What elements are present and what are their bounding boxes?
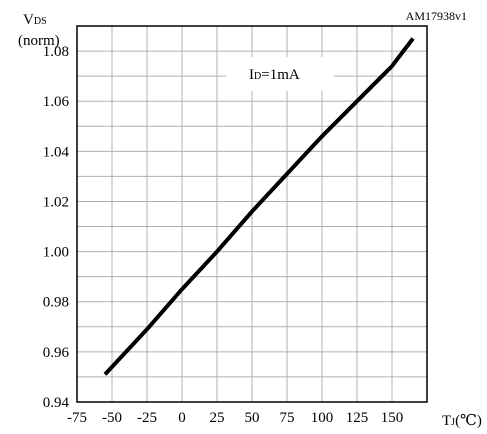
y-tick-label: 1.06 bbox=[43, 94, 70, 110]
y-tick-label: 0.94 bbox=[43, 395, 70, 411]
x-axis-label-main: T bbox=[442, 413, 451, 429]
y-tick-label: 1.02 bbox=[43, 194, 69, 210]
x-axis-label-unit: (℃) bbox=[455, 413, 482, 429]
x-tick-label: 75 bbox=[280, 410, 295, 426]
x-tick-label: 100 bbox=[311, 410, 334, 426]
y-tick-label: 1.00 bbox=[43, 245, 69, 261]
annotation: ID=1mA bbox=[226, 57, 334, 91]
y-tick-label: 1.04 bbox=[43, 144, 70, 160]
y-axis-label-sub: DS bbox=[34, 16, 47, 27]
annotation-value: =1mA bbox=[261, 67, 300, 83]
y-axis-label-main: V bbox=[23, 12, 34, 28]
y-tick-label: 0.96 bbox=[43, 345, 70, 361]
x-tick-label: -75 bbox=[67, 410, 87, 426]
x-tick-label: 150 bbox=[381, 410, 404, 426]
annotation-sub: D bbox=[254, 71, 261, 82]
x-tick-label: 125 bbox=[346, 410, 369, 426]
x-tick-label: 25 bbox=[210, 410, 225, 426]
x-tick-label: -25 bbox=[137, 410, 157, 426]
figure-id: AM17938v1 bbox=[406, 9, 467, 23]
x-tick-label: 0 bbox=[178, 410, 186, 426]
x-axis-label: TJ(℃) bbox=[442, 413, 482, 429]
y-tick-label: 0.98 bbox=[43, 295, 69, 311]
x-tick-label: 50 bbox=[245, 410, 260, 426]
x-tick-label: -50 bbox=[102, 410, 122, 426]
y-axis-unit: (norm) bbox=[18, 33, 60, 49]
